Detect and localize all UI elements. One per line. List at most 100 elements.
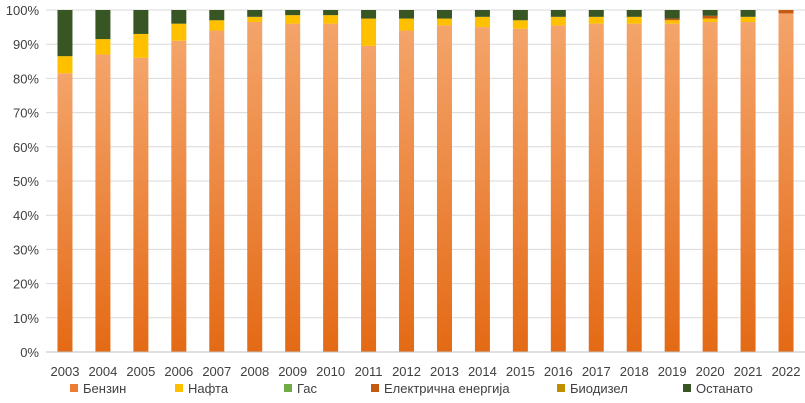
x-tick-label: 2014 — [468, 364, 497, 379]
legend-label: Нафта — [188, 381, 229, 396]
bar-segment — [247, 16, 263, 22]
x-tick-label: 2009 — [278, 364, 307, 379]
bar-segment — [361, 45, 377, 352]
bar-segment — [399, 30, 415, 353]
bar-segment — [323, 10, 339, 16]
x-tick-label: 2015 — [506, 364, 535, 379]
bars — [57, 10, 794, 353]
bar-segment — [361, 10, 377, 19]
bar-segment — [702, 18, 718, 22]
bar-segment — [550, 25, 566, 352]
bar-segment — [626, 23, 642, 353]
legend-label: Бензин — [83, 381, 126, 396]
x-axis: 2003 2004 2005 2006 2007 2008 2009 2010 2011 2012… — [46, 351, 805, 379]
bar-segment — [512, 28, 528, 353]
bar-segment — [740, 10, 756, 17]
y-tick-label: 40% — [13, 208, 39, 223]
bar-segment — [247, 21, 263, 352]
legend-swatch — [175, 384, 183, 392]
gridlines — [46, 9, 805, 353]
legend-swatch — [284, 384, 292, 392]
legend-label: Електрична енергија — [384, 381, 510, 396]
x-tick-label: 2011 — [355, 364, 383, 379]
x-tick-label: 2017 — [582, 364, 611, 379]
y-tick-label: 20% — [13, 277, 39, 292]
bar-segment — [702, 10, 718, 16]
x-tick-label: 2006 — [164, 364, 193, 379]
bar-segment — [474, 10, 490, 17]
bar-segment — [474, 27, 490, 352]
bar-segment — [171, 10, 187, 24]
bar-segment — [171, 23, 187, 41]
legend-label: Останато — [696, 381, 753, 396]
bar-segment — [740, 21, 756, 352]
x-tick-label: 2018 — [620, 364, 649, 379]
bar-segment — [436, 25, 452, 352]
bar-segment — [133, 57, 149, 352]
y-tick-label: 60% — [13, 140, 39, 155]
bar-segment — [57, 56, 73, 74]
bar-segment — [133, 33, 149, 58]
bar-segment — [133, 10, 149, 34]
bar-segment — [95, 39, 111, 55]
legend-swatch — [70, 384, 78, 392]
x-tick-label: 2003 — [51, 364, 80, 379]
y-tick-label: 90% — [13, 37, 39, 52]
bar-segment — [171, 40, 187, 352]
bar-segment — [664, 23, 680, 353]
bar-segment — [323, 15, 339, 24]
bar-segment — [512, 10, 528, 21]
x-tick-label: 2016 — [544, 364, 573, 379]
y-tick-label: 10% — [13, 311, 39, 326]
bar-segment — [778, 10, 794, 14]
bar-segment — [664, 10, 680, 19]
bar-segment — [285, 15, 301, 24]
bar-segment — [512, 20, 528, 29]
bar-segment — [702, 21, 718, 352]
bar-segment — [209, 20, 225, 31]
bar-segment — [664, 20, 680, 24]
bar-segment — [626, 16, 642, 24]
legend-label: Биодизел — [570, 381, 628, 396]
bar-segment — [399, 18, 415, 31]
x-tick-label: 2008 — [240, 364, 269, 379]
x-tick-label: 2007 — [202, 364, 231, 379]
x-tick-label: 2021 — [734, 364, 763, 379]
bar-segment — [436, 10, 452, 19]
bar-segment — [285, 10, 301, 16]
bar-segment — [588, 10, 604, 17]
bar-segment — [247, 10, 263, 17]
x-tick-label: 2019 — [658, 364, 687, 379]
x-tick-label: 2020 — [696, 364, 725, 379]
bar-segment — [588, 23, 604, 353]
bar-segment — [436, 18, 452, 26]
y-tick-label: 70% — [13, 106, 39, 121]
bar-segment — [664, 18, 680, 21]
bar-segment — [550, 16, 566, 26]
bar-segment — [778, 13, 794, 352]
bar-segment — [209, 10, 225, 21]
legend: Бензин Нафта Гас Електрична енергија Биодизе… — [70, 381, 753, 396]
x-tick-label: 2013 — [430, 364, 459, 379]
bar-segment — [209, 30, 225, 353]
y-tick-label: 30% — [13, 242, 39, 257]
bar-segment — [323, 23, 339, 353]
bar-segment — [95, 54, 111, 353]
x-tick-label: 2010 — [316, 364, 345, 379]
y-axis: 0% 10% 20% 30% 40% 50% 60% 70% 80% 90% 100% — [6, 3, 40, 360]
bar-segment — [285, 23, 301, 353]
y-tick-label: 50% — [13, 174, 39, 189]
y-tick-label: 100% — [6, 3, 40, 18]
bar-segment — [57, 73, 73, 353]
legend-swatch — [557, 384, 565, 392]
x-tick-label: 2012 — [392, 364, 421, 379]
y-tick-label: 80% — [13, 71, 39, 86]
bar-segment — [626, 10, 642, 17]
x-tick-label: 2005 — [126, 364, 155, 379]
y-tick-label: 0% — [20, 345, 39, 360]
bar-segment — [474, 16, 490, 28]
bar-segment — [57, 10, 73, 57]
bar-segment — [361, 18, 377, 46]
bar-segment — [702, 15, 718, 19]
legend-swatch — [371, 384, 379, 392]
